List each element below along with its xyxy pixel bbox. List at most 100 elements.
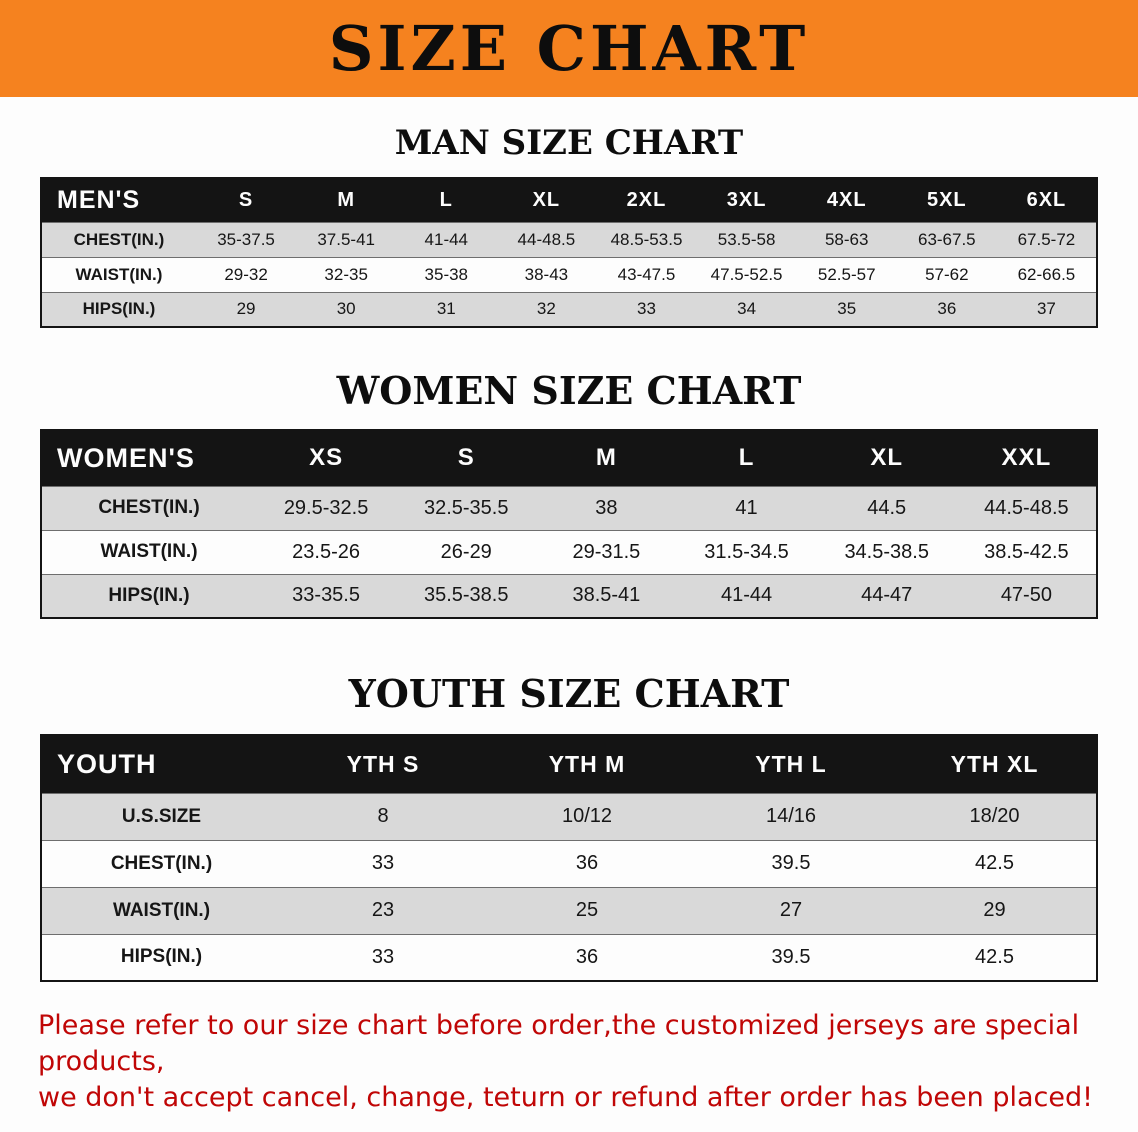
- size-value-cell: 31: [436, 299, 456, 319]
- size-column-header: 2XL: [596, 178, 697, 222]
- size-value-cell: 32.5-35.5: [423, 496, 509, 519]
- size-column-header: M: [296, 178, 397, 222]
- size-value-cell: 44-47: [861, 584, 913, 607]
- size-value-cell: 29-32: [224, 264, 268, 284]
- row-label: WAIST(IN.): [112, 899, 211, 921]
- youth-ussize-row: U.S.SIZE 8 10/12 14/16 18/20: [41, 793, 1097, 840]
- women-hips-row: HIPS(IN.) 33-35.5 35.5-38.5 38.5-41 41-4…: [41, 574, 1097, 618]
- size-value-cell: 35: [837, 299, 857, 319]
- size-value-cell: 39.5: [771, 945, 811, 968]
- men-waist-row: WAIST(IN.) 29-32 32-35 35-38 38-43 43-47…: [41, 257, 1097, 292]
- disclaimer: Please refer to our size chart before or…: [38, 1008, 1100, 1116]
- size-value-cell: 29: [236, 299, 256, 319]
- size-value-cell: 29.5-32.5: [283, 496, 369, 519]
- women-size-section: WOMEN SIZE CHART WOMEN'S XS S M L XL XXL…: [0, 368, 1138, 619]
- size-value-cell: 48.5-53.5: [610, 229, 683, 249]
- size-value-cell: 37: [1036, 299, 1056, 319]
- size-value-cell: 34.5-38.5: [844, 540, 929, 563]
- size-value-cell: 32-35: [324, 264, 368, 284]
- men-size-section: MAN SIZE CHART MEN'S S M L XL 2XL 3XL 4X…: [0, 123, 1138, 328]
- size-value-cell: 38: [595, 496, 618, 519]
- row-label: WAIST(IN.): [100, 541, 198, 562]
- size-column-header: L: [396, 178, 497, 222]
- youth-waist-row: WAIST(IN.) 23 25 27 29: [41, 887, 1097, 934]
- size-column-header: YTH XL: [893, 735, 1097, 793]
- disclaimer-line-1: Please refer to our size chart before or…: [38, 1010, 1080, 1077]
- size-value-cell: 18/20: [969, 805, 1020, 827]
- size-value-cell: 35-38: [424, 264, 469, 284]
- size-value-cell: 25: [575, 899, 599, 921]
- size-value-cell: 37.5-41: [317, 229, 375, 249]
- size-value-cell: 31.5-34.5: [704, 540, 789, 563]
- men-header-row: MEN'S S M L XL 2XL 3XL 4XL 5XL 6XL: [41, 178, 1097, 222]
- size-value-cell: 44.5-48.5: [984, 496, 1069, 519]
- size-value-cell: 41-44: [720, 584, 773, 607]
- size-value-cell: 38.5-42.5: [984, 540, 1069, 563]
- size-value-cell: 8: [377, 805, 389, 827]
- men-section-title: MAN SIZE CHART: [394, 123, 744, 163]
- youth-size-section: YOUTH SIZE CHART YOUTH YTH S YTH M YTH L…: [0, 671, 1138, 982]
- size-column-header: 3XL: [696, 178, 797, 222]
- size-column-header: M: [536, 430, 677, 486]
- size-column-header: XXL: [956, 430, 1097, 486]
- size-column-header: S: [196, 178, 297, 222]
- size-value-cell: 23: [371, 899, 395, 921]
- size-value-cell: 41: [735, 496, 758, 519]
- men-table-title-cell: MEN'S: [41, 178, 196, 222]
- women-table-title-cell: WOMEN'S: [41, 430, 256, 486]
- size-column-header: 6XL: [996, 178, 1097, 222]
- youth-table-title-cell: YOUTH: [41, 735, 281, 793]
- size-column-header: XL: [496, 178, 597, 222]
- size-value-cell: 53.5-58: [717, 229, 776, 249]
- youth-hips-row: HIPS(IN.) 33 36 39.5 42.5: [41, 934, 1097, 981]
- size-value-cell: 41-44: [424, 229, 469, 249]
- size-value-cell: 57-62: [925, 264, 969, 284]
- size-value-cell: 33: [637, 299, 656, 319]
- youth-header-row: YOUTH YTH S YTH M YTH L YTH XL: [41, 735, 1097, 793]
- size-value-cell: 29: [983, 899, 1006, 921]
- row-label: WAIST(IN.): [75, 264, 163, 284]
- size-column-header: 5XL: [896, 178, 997, 222]
- row-label: HIPS(IN.): [120, 946, 203, 968]
- size-value-cell: 33: [371, 945, 395, 968]
- size-value-cell: 33-35.5: [292, 584, 360, 607]
- row-label: CHEST(IN.): [98, 497, 200, 518]
- size-column-header: S: [396, 430, 537, 486]
- women-section-title: WOMEN SIZE CHART: [336, 368, 802, 413]
- size-value-cell: 36: [937, 299, 957, 319]
- banner: SIZE CHART: [0, 0, 1138, 97]
- size-value-cell: 62-66.5: [1017, 264, 1076, 284]
- women-header-row: WOMEN'S XS S M L XL XXL: [41, 430, 1097, 486]
- size-value-cell: 27: [779, 899, 803, 921]
- size-column-header: XL: [816, 430, 957, 486]
- disclaimer-line-2: we don't accept cancel, change, teturn o…: [38, 1081, 1093, 1113]
- size-value-cell: 26-29: [440, 540, 492, 563]
- size-value-cell: 30: [336, 299, 356, 319]
- size-value-cell: 14/16: [765, 805, 817, 827]
- women-chest-row: CHEST(IN.) 29.5-32.5 32.5-35.5 38 41 44.…: [41, 486, 1097, 530]
- women-size-table: WOMEN'S XS S M L XL XXL CHEST(IN.) 29.5-…: [40, 429, 1098, 619]
- size-value-cell: 63-67.5: [917, 229, 976, 249]
- size-column-header: YTH M: [485, 735, 689, 793]
- size-value-cell: 44-48.5: [517, 229, 576, 249]
- size-value-cell: 34: [737, 299, 757, 319]
- youth-chest-row: CHEST(IN.) 33 36 39.5 42.5: [41, 840, 1097, 887]
- row-label: U.S.SIZE: [121, 805, 202, 827]
- row-label: CHEST(IN.): [110, 852, 213, 874]
- size-value-cell: 67.5-72: [1017, 229, 1076, 249]
- size-value-cell: 10/12: [561, 805, 613, 827]
- size-value-cell: 35.5-38.5: [423, 584, 509, 607]
- men-size-table: MEN'S S M L XL 2XL 3XL 4XL 5XL 6XL CHEST…: [40, 177, 1098, 328]
- size-value-cell: 58-63: [824, 229, 869, 249]
- size-value-cell: 38-43: [524, 264, 569, 284]
- size-value-cell: 44.5: [867, 496, 907, 519]
- size-value-cell: 47.5-52.5: [710, 264, 783, 284]
- size-column-header: YTH S: [281, 735, 485, 793]
- size-value-cell: 47-50: [1000, 584, 1052, 607]
- row-label: CHEST(IN.): [73, 229, 165, 249]
- size-value-cell: 52.5-57: [817, 264, 876, 284]
- size-value-cell: 36: [575, 945, 599, 968]
- row-label: HIPS(IN.): [108, 584, 190, 606]
- youth-section-title: YOUTH SIZE CHART: [348, 671, 790, 716]
- size-value-cell: 42.5: [975, 945, 1014, 968]
